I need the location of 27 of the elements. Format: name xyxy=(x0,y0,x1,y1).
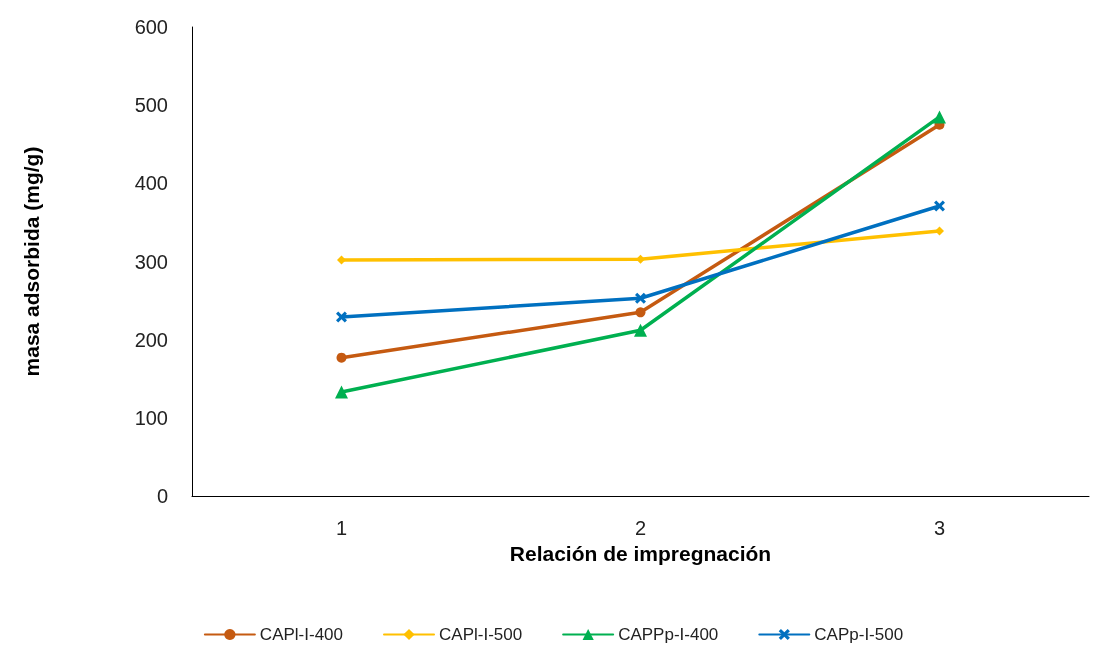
point xyxy=(337,255,346,265)
x-tick-label: 1 xyxy=(335,517,348,539)
y-tick-label: 100 xyxy=(134,406,168,429)
point xyxy=(336,352,347,363)
y-tick-label: 300 xyxy=(134,250,168,273)
point xyxy=(635,307,646,318)
point xyxy=(635,292,646,304)
y-tick-label: 0 xyxy=(156,485,168,507)
x-tick-label: 3 xyxy=(933,517,946,539)
legend-label: CAPPp-I-400 xyxy=(618,625,719,644)
x-axis-title: Relación de impregnación xyxy=(509,541,772,565)
y-axis-title: masa adsorbida (mg/g) xyxy=(20,146,43,377)
point xyxy=(335,385,348,399)
point xyxy=(634,323,647,337)
y-tick-label: 600 xyxy=(134,16,168,38)
legend-label: CAPl-I-400 xyxy=(259,625,344,644)
y-tick-label: 200 xyxy=(134,328,168,351)
point xyxy=(933,110,946,124)
y-tick-label: 500 xyxy=(134,94,168,117)
y-tick-label: 400 xyxy=(134,172,168,195)
legend-label: CAPl-I-500 xyxy=(439,625,523,644)
point xyxy=(636,254,645,264)
x-tick-label: 2 xyxy=(634,517,647,539)
point xyxy=(934,200,945,212)
point xyxy=(935,226,944,236)
legend-label: CAPp-I-500 xyxy=(814,625,904,644)
point xyxy=(336,311,347,323)
